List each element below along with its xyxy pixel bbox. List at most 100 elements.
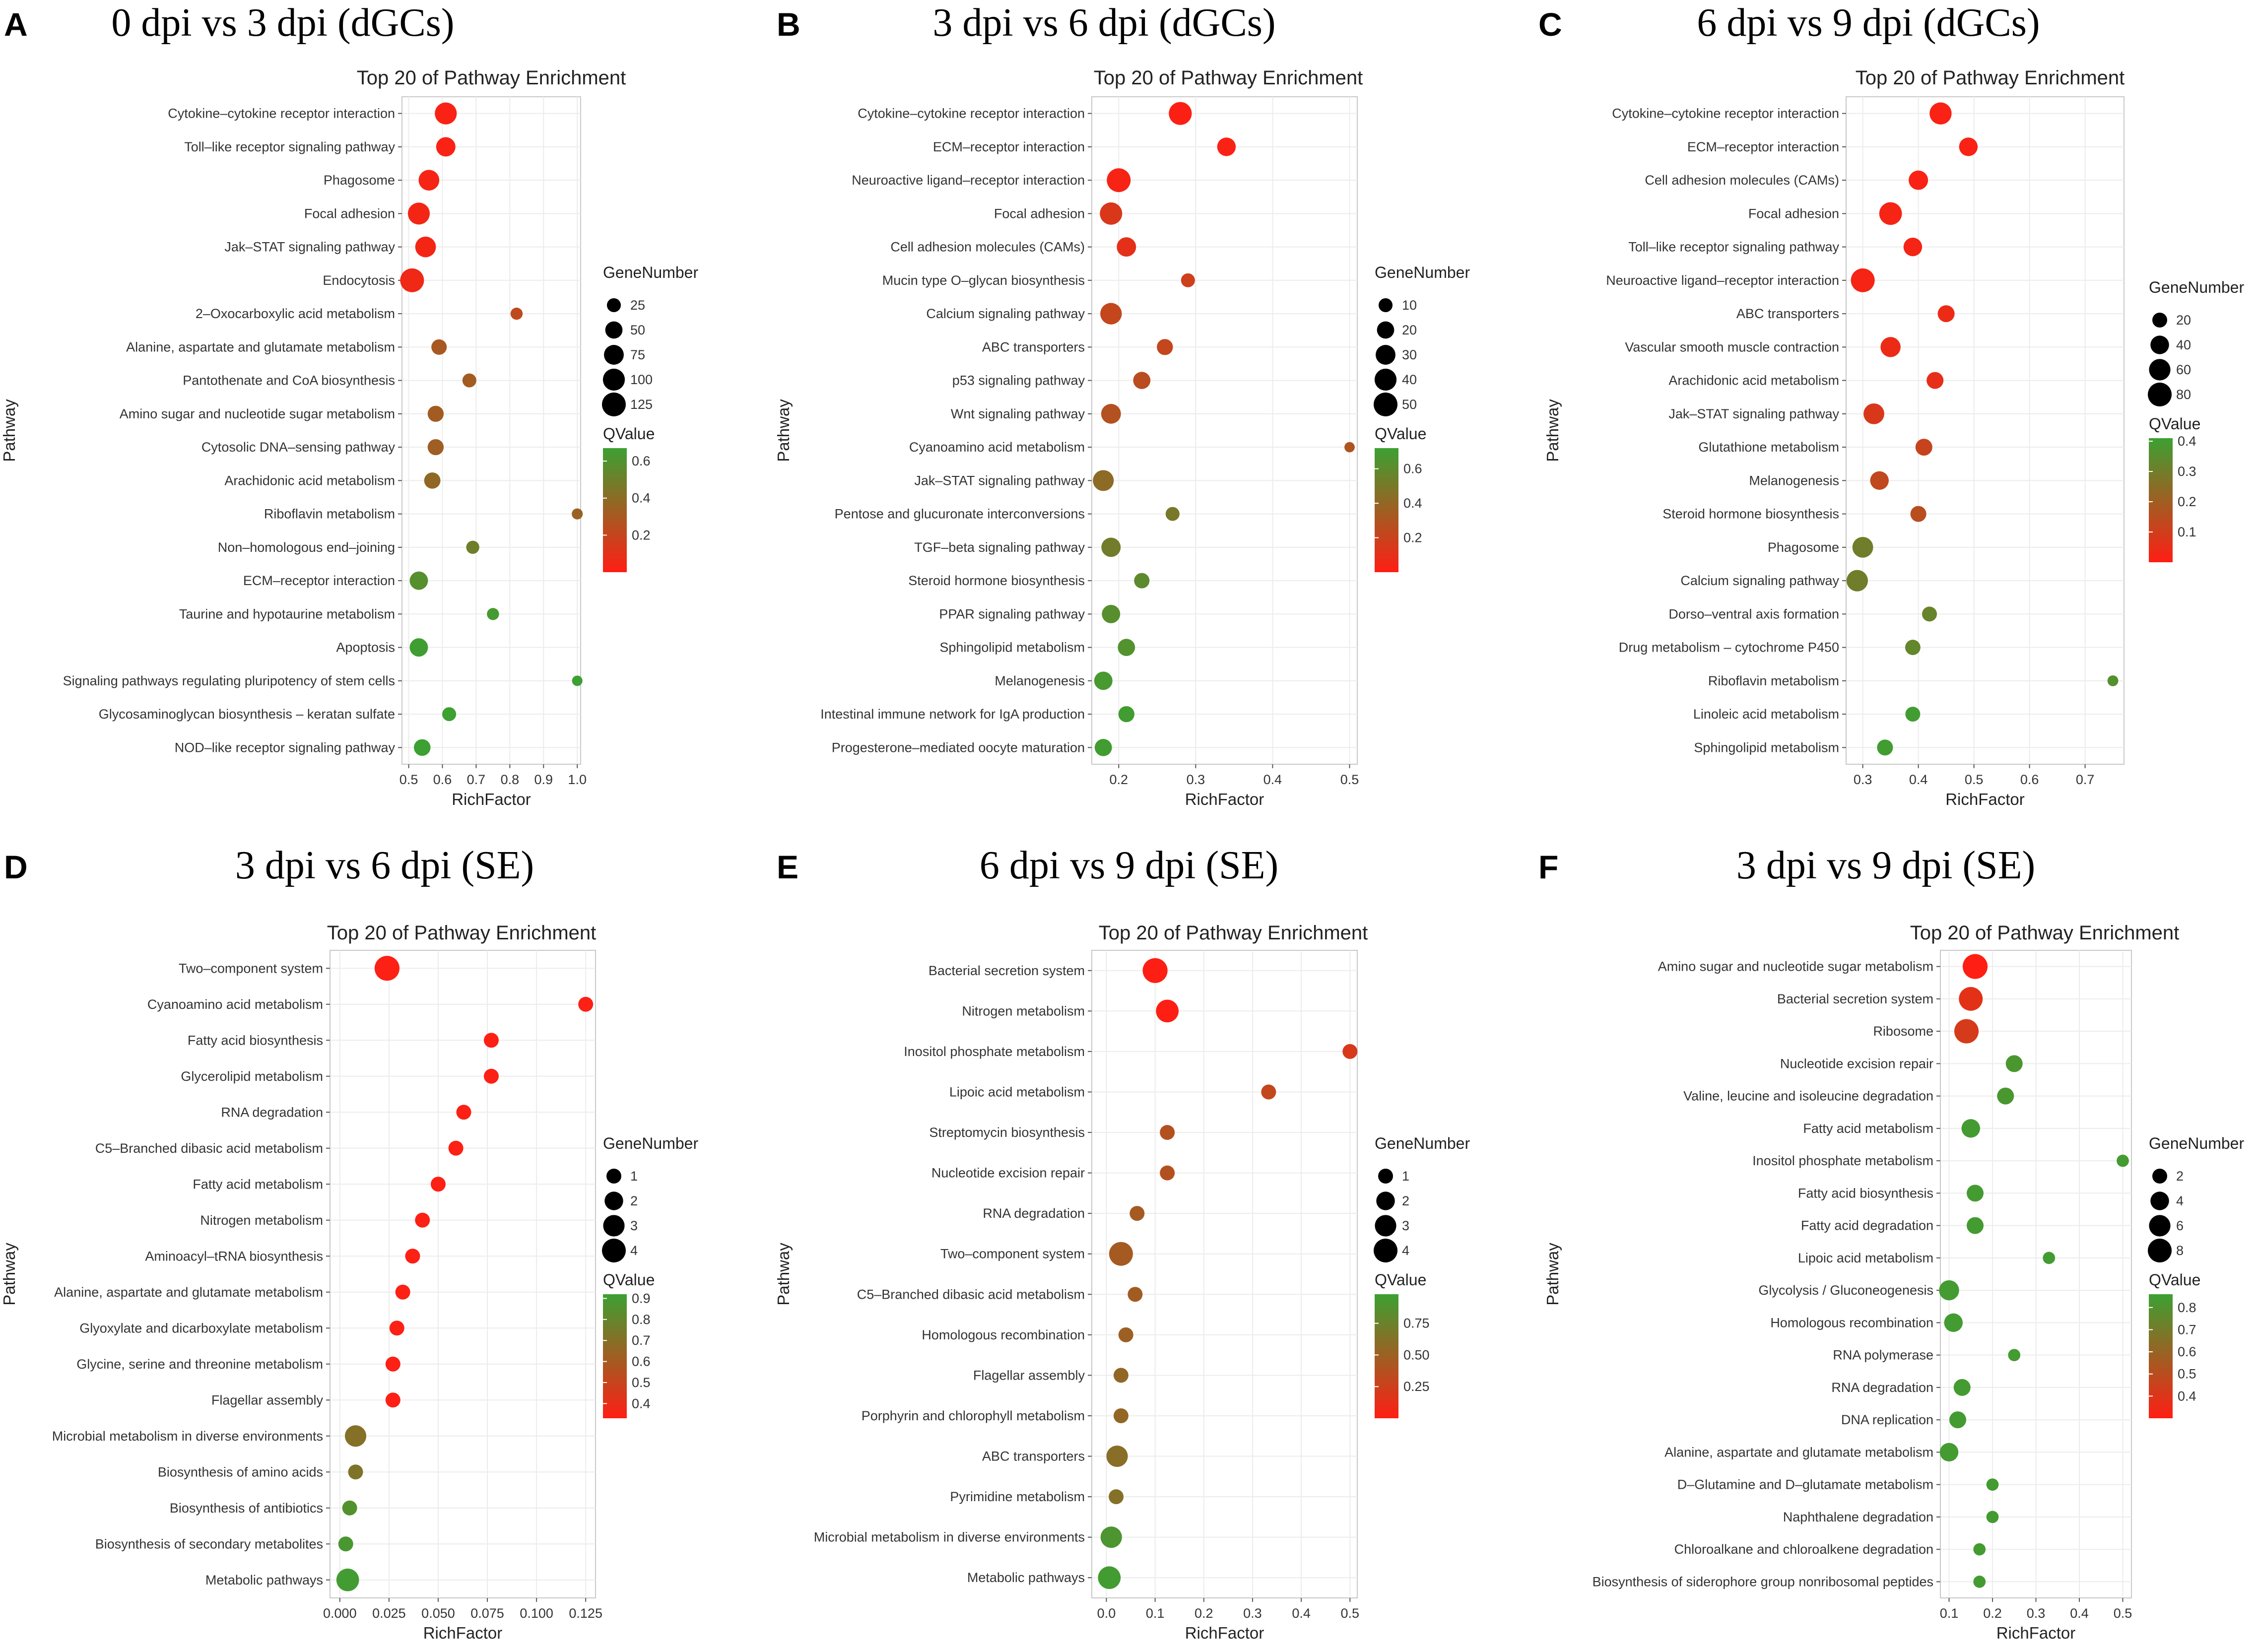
data-point	[2008, 1349, 2021, 1361]
y-tick-label: Streptomycin biosynthesis	[929, 1125, 1085, 1140]
y-tick-label: Cyanoamino acid metabolism	[909, 440, 1085, 455]
x-tick-label: 0.5	[1341, 1606, 1360, 1621]
data-point	[1261, 1084, 1276, 1100]
y-tick-label: NOD–like receptor signaling pathway	[175, 740, 396, 755]
legend-title: GeneNumber	[2149, 278, 2244, 296]
colorbar-tick-label: 0.2	[1403, 530, 1422, 545]
data-point	[1093, 470, 1114, 491]
data-point	[1851, 268, 1875, 292]
panel-letter: E	[777, 849, 798, 885]
data-point	[448, 1140, 464, 1156]
legend-size-label: 20	[2176, 313, 2191, 328]
legend-size-key	[2152, 313, 2167, 328]
y-tick-label: Nucleotide excision repair	[1780, 1056, 1933, 1071]
data-point	[418, 170, 440, 191]
y-tick-label: Biosynthesis of secondary metabolites	[95, 1536, 323, 1551]
legend-size-key	[1378, 1169, 1393, 1184]
legend-size-key	[2149, 359, 2171, 381]
y-tick-label: Mucin type O–glycan biosynthesis	[882, 273, 1085, 288]
data-point	[1217, 137, 1236, 156]
x-tick-label: 1.0	[568, 772, 587, 787]
y-tick-label: Cell adhesion molecules (CAMs)	[1645, 173, 1839, 188]
y-axis-title: Pathway	[0, 399, 18, 462]
y-tick-label: Lipoic acid metabolism	[949, 1084, 1085, 1099]
data-point	[1949, 1411, 1967, 1429]
y-tick-label: D–Glutamine and D–glutamate metabolism	[1677, 1477, 1933, 1492]
data-point	[1905, 707, 1921, 722]
x-tick-label: 0.0	[1097, 1606, 1116, 1621]
y-tick-label: Glycine, serine and threonine metabolism	[76, 1357, 323, 1372]
qvalue-colorbar	[2149, 1294, 2173, 1418]
y-tick-label: Microbial metabolism in diverse environm…	[814, 1530, 1085, 1545]
legend-size-key	[606, 1169, 621, 1184]
data-point	[1160, 1165, 1175, 1181]
plot-area	[330, 950, 596, 1598]
legend-title: GeneNumber	[1375, 264, 1470, 281]
colorbar-tick-label: 0.5	[2178, 1367, 2196, 1382]
y-tick-label: Glyoxylate and dicarboxylate metabolism	[79, 1321, 323, 1335]
y-tick-label: Biosynthesis of antibiotics	[170, 1501, 323, 1516]
y-tick-label: Progesterone–mediated oocyte maturation	[832, 740, 1085, 755]
legend-size-key	[602, 1239, 626, 1262]
data-point	[424, 472, 441, 489]
y-tick-label: Melanogenesis	[1749, 473, 1839, 488]
y-tick-label: Toll–like receptor signaling pathway	[184, 139, 395, 154]
y-axis-title: Pathway	[0, 1243, 18, 1306]
legend-size-label: 2	[630, 1193, 638, 1208]
y-tick-label: DNA replication	[1841, 1412, 1933, 1427]
data-point	[1905, 640, 1921, 656]
legend-size-key	[2148, 383, 2172, 406]
data-point	[462, 373, 476, 388]
x-tick-label: 0.125	[569, 1606, 602, 1621]
data-point	[1156, 999, 1179, 1023]
legend-size-key	[2148, 1239, 2172, 1262]
plot-title: Top 20 of Pathway Enrichment	[1856, 67, 2125, 89]
y-tick-label: Biosynthesis of amino acids	[158, 1464, 323, 1479]
y-tick-label: Focal adhesion	[1748, 206, 1839, 221]
y-tick-label: Sphingolipid metabolism	[1694, 740, 1839, 755]
data-point	[1910, 506, 1926, 522]
data-point	[1954, 1019, 1979, 1044]
data-point	[1100, 202, 1123, 225]
data-point	[1100, 1526, 1122, 1548]
y-axis-title: Pathway	[774, 399, 793, 462]
data-point	[1870, 471, 1889, 490]
data-point	[1109, 1242, 1133, 1266]
legend-size-key	[604, 345, 624, 365]
y-tick-label: Jak–STAT signaling pathway	[914, 473, 1085, 488]
plot-title: Top 20 of Pathway Enrichment	[1910, 922, 2180, 944]
data-point	[487, 608, 499, 620]
qvalue-legend: QValue 0.2 0.4 0.6	[603, 425, 655, 572]
x-tick-label: 0.7	[467, 772, 486, 787]
data-point	[1966, 1185, 1984, 1202]
y-tick-label: ABC transporters	[1736, 306, 1839, 321]
x-tick-label: 0.9	[534, 772, 553, 787]
data-point	[1101, 537, 1121, 557]
y-tick-label: Bacterial secretion system	[1777, 991, 1933, 1006]
legend-size-label: 25	[630, 298, 645, 313]
x-tick-label: 0.2	[1983, 1606, 2002, 1621]
x-tick-label: 0.1	[1146, 1606, 1165, 1621]
x-tick-label: 0.5	[1965, 772, 1984, 787]
legend-size-key	[2150, 335, 2169, 354]
y-tick-label: Two–component system	[940, 1247, 1085, 1261]
data-point	[1181, 273, 1195, 287]
data-point	[1926, 372, 1944, 389]
data-point	[1113, 1368, 1129, 1383]
legend-size-key	[1377, 321, 1395, 339]
y-tick-label: Naphthalene degradation	[1783, 1510, 1933, 1524]
y-tick-label: TGF–beta signaling pathway	[914, 540, 1085, 555]
data-point	[1129, 1206, 1145, 1221]
data-point	[1094, 738, 1112, 756]
data-point	[1113, 1408, 1129, 1423]
y-tick-label: Signaling pathways regulating pluripoten…	[63, 673, 395, 688]
legend-size-label: 50	[1402, 397, 1417, 412]
data-point	[427, 439, 444, 456]
panel-heading: 3 dpi vs 6 dpi (SE)	[235, 844, 534, 887]
data-point	[1142, 958, 1168, 983]
legend-title: QValue	[2149, 1271, 2200, 1289]
colorbar-tick-label: 0.2	[632, 528, 651, 542]
data-point	[1973, 1576, 1986, 1588]
data-point	[1863, 403, 1884, 424]
